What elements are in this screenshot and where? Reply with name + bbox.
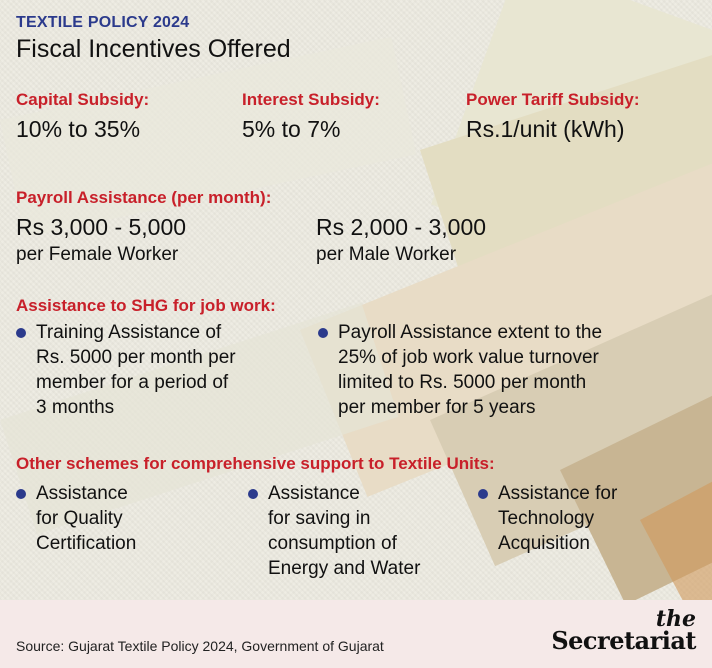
other-item-energy-water: Assistance for saving in consumption of …	[248, 481, 488, 581]
payroll-female-desc: per Female Worker	[16, 244, 179, 265]
payroll-male-amount: Rs 2,000 - 3,000	[316, 214, 487, 240]
bullet-icon	[248, 489, 258, 499]
capital-subsidy-value: 10% to 35%	[16, 116, 141, 142]
other-item-technology: Assistance for Technology Acquisition	[478, 481, 712, 556]
power-tariff-subsidy-label: Power Tariff Subsidy:	[466, 90, 640, 109]
bullet-icon	[318, 328, 328, 338]
shg-item-payroll: Payroll Assistance extent to the 25% of …	[318, 320, 712, 420]
infographic-content: TEXTILE POLICY 2024 Fiscal Incentives Of…	[16, 14, 712, 581]
bullet-icon	[16, 489, 26, 499]
payroll-female-amount: Rs 3,000 - 5,000	[16, 214, 187, 240]
logo-secretariat: Secretariat	[551, 626, 696, 655]
capital-subsidy-label: Capital Subsidy:	[16, 90, 150, 109]
bullet-icon	[16, 328, 26, 338]
footer: Source: Gujarat Textile Policy 2024, Gov…	[0, 600, 712, 668]
interest-subsidy-label: Interest Subsidy:	[242, 90, 380, 109]
other-item-quality: Assistance for Quality Certification	[16, 481, 246, 556]
payroll-male-desc: per Male Worker	[316, 244, 457, 265]
other-schemes-label: Other schemes for comprehensive support …	[16, 454, 495, 473]
interest-subsidy-value: 5% to 7%	[242, 116, 341, 142]
power-tariff-subsidy-value: Rs.1/unit (kWh)	[466, 116, 625, 142]
bullet-icon	[478, 489, 488, 499]
logo-the: the	[655, 606, 696, 632]
shg-item-training: Training Assistance of Rs. 5000 per mont…	[16, 320, 326, 420]
page-title: Fiscal Incentives Offered	[16, 35, 291, 63]
source-note: Source: Gujarat Textile Policy 2024, Gov…	[16, 638, 384, 654]
shg-assistance-label: Assistance to SHG for job work:	[16, 296, 276, 315]
kicker-label: TEXTILE POLICY 2024	[16, 14, 190, 31]
payroll-assistance-label: Payroll Assistance (per month):	[16, 188, 272, 207]
